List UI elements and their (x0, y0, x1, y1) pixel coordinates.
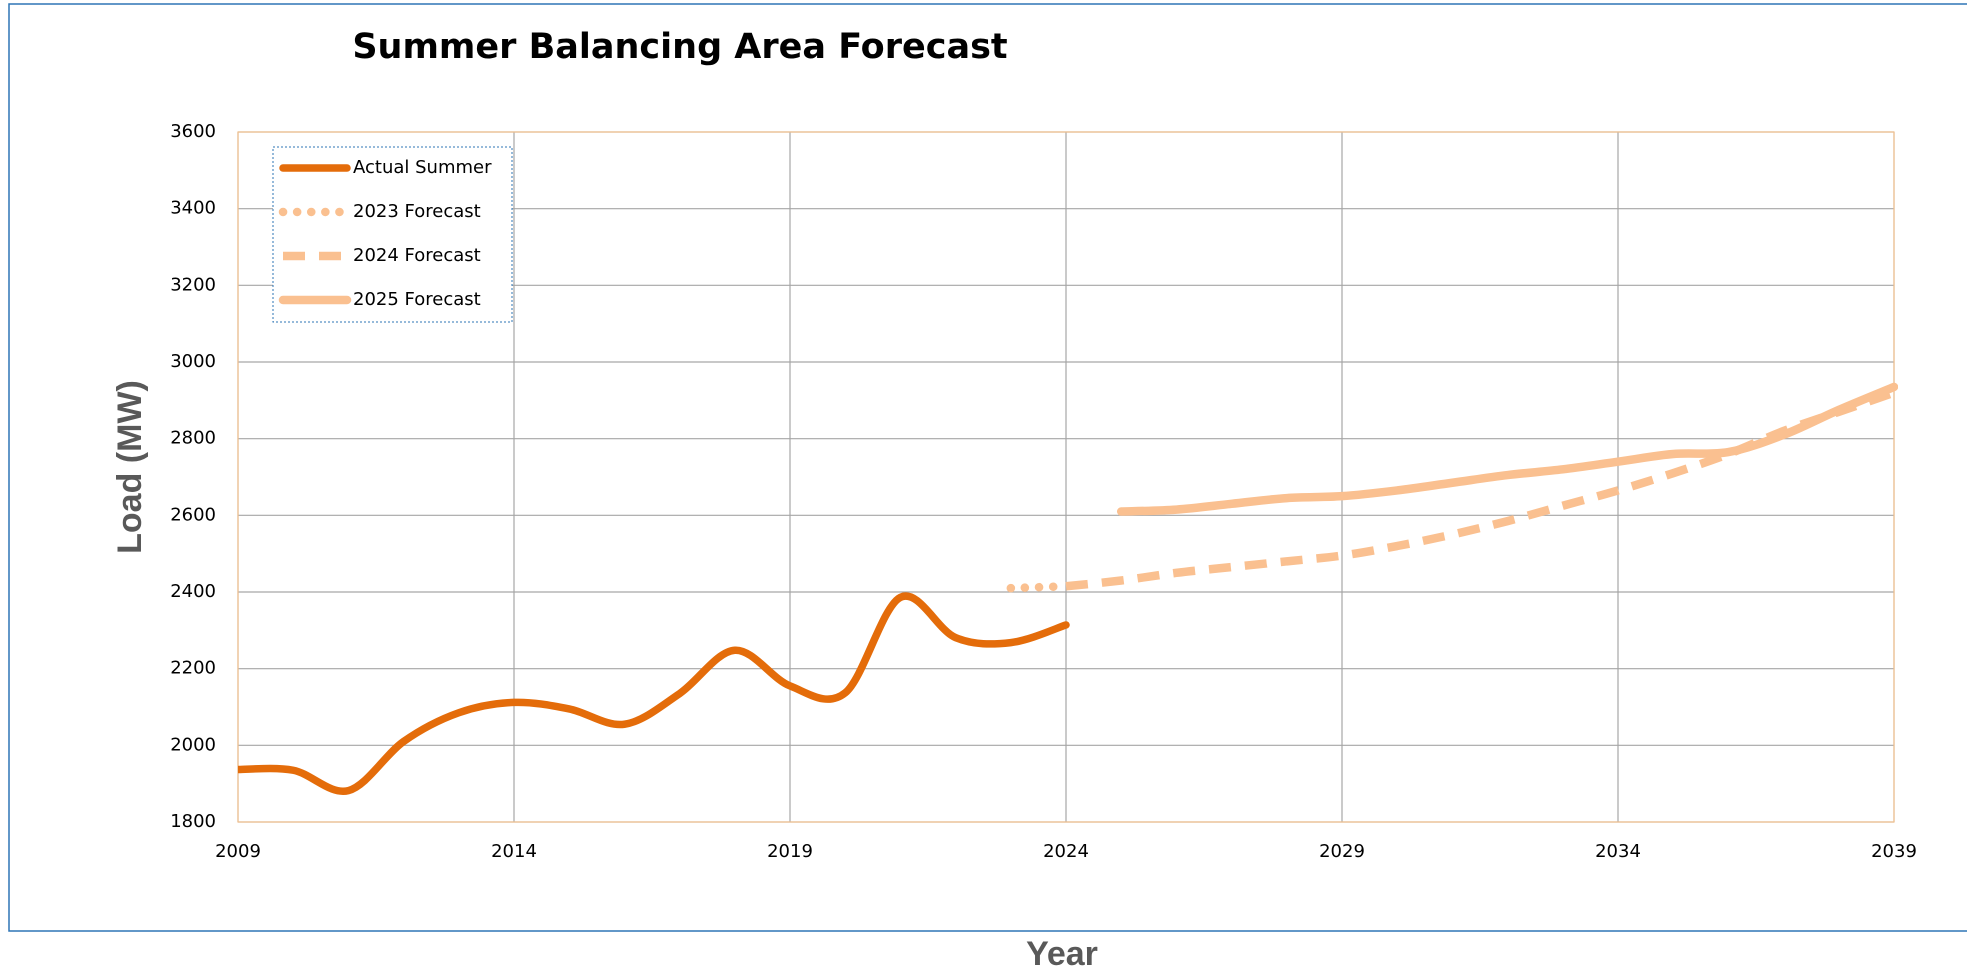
legend-label: 2023 Forecast (353, 201, 481, 222)
x-tick-label: 2014 (491, 841, 537, 862)
y-tick-label: 3600 (170, 121, 216, 142)
x-axis-label: Year (1026, 935, 1098, 972)
y-tick-label: 3000 (170, 351, 216, 372)
y-tick-label: 2000 (170, 734, 216, 755)
y-tick-label: 2600 (170, 504, 216, 525)
y-tick-label: 2200 (170, 658, 216, 679)
legend-label: Actual Summer (353, 157, 492, 178)
y-axis-label: Load (MW) (111, 380, 149, 554)
x-tick-label: 2029 (1319, 841, 1365, 862)
plot-border (237, 131, 1895, 823)
series-line (238, 592, 1070, 795)
legend-label: 2025 Forecast (353, 289, 481, 310)
x-tick-label: 2024 (1043, 841, 1089, 862)
chart-frame (8, 3, 1967, 932)
legend-box (272, 146, 513, 323)
x-tick-label: 2009 (215, 841, 261, 862)
x-tick-label: 2019 (767, 841, 813, 862)
y-tick-label: 2800 (170, 428, 216, 449)
legend-label: 2024 Forecast (353, 245, 481, 266)
x-tick-label: 2034 (1595, 841, 1641, 862)
y-tick-label: 3200 (170, 274, 216, 295)
series-line (1065, 388, 1896, 591)
y-tick-label: 2400 (170, 581, 216, 602)
chart-title: Summer Balancing Area Forecast (352, 27, 1007, 67)
y-tick-label: 1800 (170, 811, 216, 832)
y-tick-label: 3400 (170, 198, 216, 219)
series-line (1006, 582, 1071, 593)
series-line (1116, 382, 1898, 516)
x-tick-label: 2039 (1871, 841, 1917, 862)
